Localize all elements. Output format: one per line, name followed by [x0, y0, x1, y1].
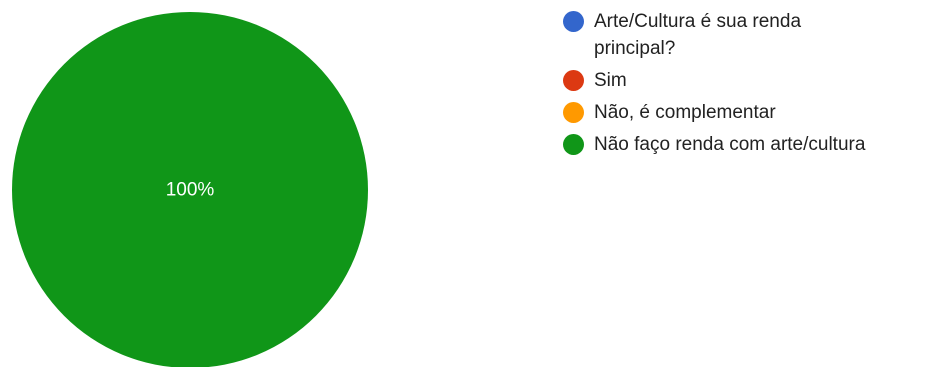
legend-label: Arte/Cultura é sua renda principal? [594, 11, 802, 59]
slice-data-label: 100% [166, 180, 215, 201]
legend-swatch [563, 102, 584, 123]
pie-plot-area: 100% [12, 12, 368, 367]
legend-swatch [563, 70, 584, 91]
legend-swatch [563, 134, 584, 155]
legend-item: Não faço renda com arte/cultura [563, 131, 944, 158]
legend-item: Sim [563, 67, 944, 94]
legend-item: Não, é complementar [563, 99, 944, 126]
legend-item: Arte/Cultura é sua renda principal? [563, 8, 944, 62]
pie-slice [12, 12, 368, 367]
chart-legend: Arte/Cultura é sua renda principal? Sim Nã… [563, 8, 944, 163]
legend-label: Não, é complementar [594, 102, 776, 123]
legend-label: Sim [594, 70, 627, 91]
legend-swatch [563, 11, 584, 32]
legend-label: Não faço renda com arte/cultura [594, 134, 866, 155]
